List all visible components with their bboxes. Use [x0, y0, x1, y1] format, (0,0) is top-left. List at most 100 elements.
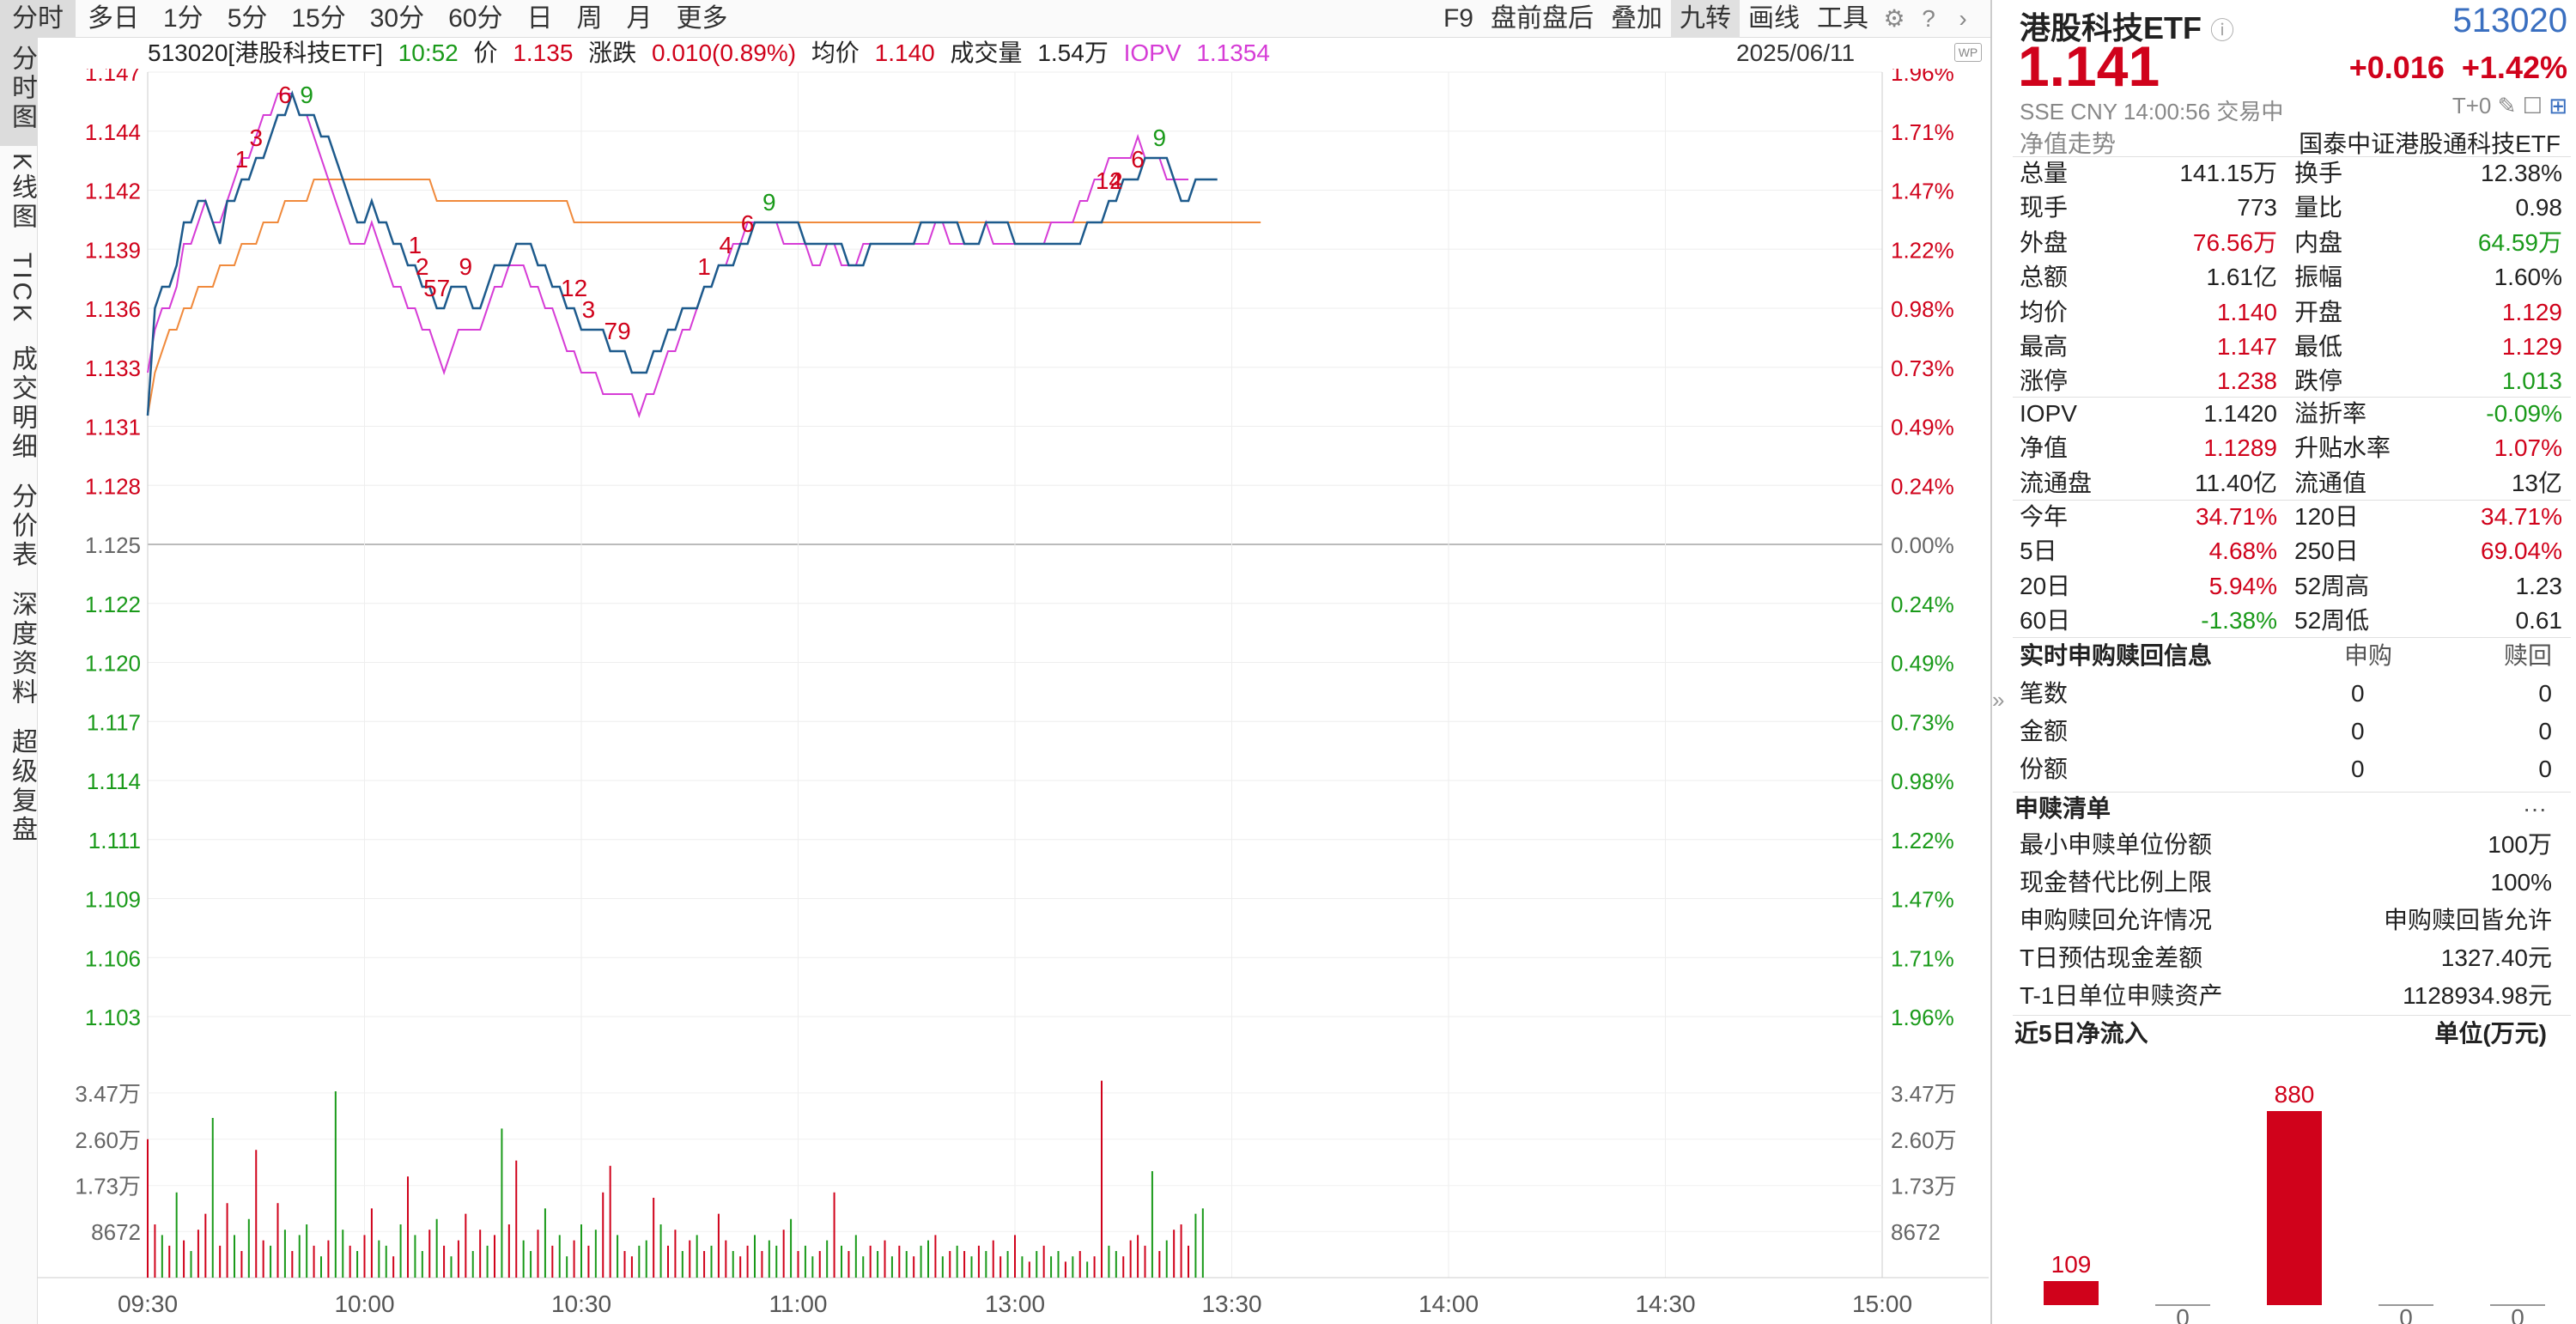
tool-button[interactable]: 九转	[1671, 0, 1740, 38]
td-marker: 12	[561, 275, 587, 301]
quote-label: 60日	[2020, 607, 2071, 635]
info-circle-icon[interactable]: ⓘ	[2210, 17, 2235, 44]
period-tab[interactable]: 日	[526, 4, 553, 33]
quote-row: 20日 5.94% 52周高 1.23	[2020, 569, 2562, 604]
more-icon[interactable]: ···	[2523, 795, 2547, 822]
tool-button[interactable]: F9	[1443, 4, 1473, 33]
period-tab[interactable]: 周	[576, 4, 603, 33]
price-tick: 1.131	[85, 415, 141, 440]
security-code[interactable]: 513020	[2452, 2, 2567, 39]
quote-value: 1.129	[2501, 298, 2562, 325]
redeem-row: 现金替代比例上限 100%	[2020, 864, 2562, 902]
add-icon[interactable]: ⊞	[2549, 93, 2567, 118]
volume-tick: 3.47万	[75, 1081, 141, 1107]
tool-button[interactable]: 叠加	[1611, 4, 1662, 33]
pct-tick: 0.49%	[1891, 651, 1954, 677]
quote-label: 现手	[2020, 194, 2069, 222]
view-tab[interactable]: 分价表	[8, 483, 36, 571]
quote-value: 1.61亿	[2206, 264, 2278, 291]
view-sidebar: 分时图 K线图 TICK 成交明细分价表深度资料超级复盘	[0, 38, 38, 1324]
quote-value: 1.238	[2216, 367, 2277, 395]
period-tab[interactable]: 多日	[88, 4, 139, 33]
period-tab[interactable]: 1分	[163, 4, 204, 33]
period-tab[interactable]: 30分	[369, 4, 425, 33]
quote-value: 1.1289	[2203, 434, 2277, 462]
tool-button[interactable]: 盘前盘后	[1491, 4, 1594, 33]
quote-value: 773	[2237, 194, 2277, 222]
iopv-label: IOPV	[1123, 39, 1182, 66]
quote-label: 流通盘	[2020, 469, 2093, 496]
redeem-value: 申购赎回皆允许	[2383, 907, 2552, 933]
tool-button[interactable]: 工具	[1817, 4, 1868, 33]
quote-label: 开盘	[2294, 298, 2343, 325]
quote-row: 外盘 76.56万 内盘 64.59万	[2020, 226, 2562, 260]
code-name: 513020[港股科技ETF]	[148, 39, 383, 66]
net-flow-header: 近5日净流入 单位(万元)	[2014, 1020, 2547, 1047]
view-tab[interactable]: 超级复盘	[8, 728, 36, 846]
view-tab[interactable]: K线图	[8, 153, 36, 233]
view-tab[interactable]: 深度资料	[8, 591, 36, 708]
redeem-row: T日预估现金差额 1327.40元	[2020, 939, 2562, 977]
td-marker: 9	[762, 189, 776, 216]
volume-tick-right: 2.60万	[1891, 1127, 1957, 1153]
tool-button[interactable]: 画线	[1748, 4, 1800, 33]
pct-tick: 1.96%	[1891, 1005, 1954, 1030]
quote-label: 内盘	[2294, 228, 2343, 256]
quote-label: 总额	[2020, 264, 2069, 291]
edit-icon[interactable]: ✎	[2497, 93, 2517, 118]
wp-icon[interactable]: WP	[1954, 43, 1982, 62]
grid-lines	[38, 71, 1989, 1278]
net-flow-label: 880	[2275, 1081, 2315, 1108]
net-flow-bar	[2267, 1111, 2322, 1305]
subscription-sell: 0	[2538, 756, 2552, 782]
view-tab[interactable]: TICK	[8, 252, 36, 325]
iopv-value: 1.1354	[1196, 39, 1270, 66]
price-line	[146, 90, 1218, 416]
redeem-row: 申购赎回允许情况 申购赎回皆允许	[2020, 902, 2562, 939]
volume-tick-right: 8672	[1891, 1219, 1941, 1245]
gear-icon[interactable]: ⚙	[1883, 5, 1905, 32]
td-marker: 57	[423, 275, 450, 301]
period-tab[interactable]: 60分	[448, 4, 503, 33]
quote-label: 20日	[2020, 572, 2071, 599]
subscription-sell: 0	[2538, 680, 2552, 707]
panel-splitter[interactable]	[1990, 0, 1992, 1324]
pct-tick: 0.49%	[1891, 415, 1954, 440]
period-tab[interactable]: 月	[626, 4, 653, 33]
td-marker: 6	[278, 82, 292, 108]
collapse-arrow-icon[interactable]: »	[1992, 687, 2005, 713]
nav-trend-link[interactable]: 净值走势	[2020, 131, 2117, 157]
redeem-value: 100%	[2490, 869, 2552, 896]
view-tab[interactable]: 成交明细	[8, 345, 36, 463]
price-tick: 1.125	[85, 532, 141, 558]
quote-row: 涨停 1.238 跌停 1.013	[2020, 364, 2562, 398]
period-tab[interactable]: 更多	[676, 4, 728, 33]
subscription-row: 金额 0 0	[2020, 713, 2562, 750]
pct-tick: 0.98%	[1891, 296, 1954, 322]
time-tick: 13:00	[985, 1291, 1045, 1317]
pct-tick: 1.47%	[1891, 887, 1954, 913]
quote-label: 振幅	[2294, 264, 2343, 291]
quote-label: 最低	[2294, 332, 2343, 360]
help-icon[interactable]: ?	[1922, 5, 1935, 32]
period-tab[interactable]: 分时	[0, 0, 76, 38]
price-tick: 1.111	[88, 828, 141, 853]
redeem-label: T-1日单位申赎资产	[2020, 982, 2223, 1009]
pct-tick: 0.73%	[1891, 355, 1954, 381]
pct-tick: 1.71%	[1891, 945, 1954, 971]
subscription-label: 金额	[2020, 718, 2069, 744]
chevron-right-icon[interactable]: ›	[1959, 5, 1967, 32]
view-tab[interactable]: 分时图	[0, 38, 38, 146]
volume-tick: 1.73万	[75, 1174, 141, 1199]
subscription-buy: 0	[2351, 718, 2365, 744]
intraday-chart[interactable]: 1.147 1.96% 1.144 1.71% 1.142 1.47% 1.139 1.22%…	[38, 69, 1989, 1324]
redeem-value: 1128934.98元	[2403, 982, 2552, 1009]
period-tab[interactable]: 5分	[227, 4, 268, 33]
quote-row: 现手 773 量比 0.98	[2020, 191, 2562, 225]
quote-row: 总额 1.61亿 振幅 1.60%	[2020, 260, 2562, 295]
pct-tick: 1.22%	[1891, 237, 1954, 263]
subscription-buy: 0	[2351, 680, 2365, 707]
period-tab[interactable]: 15分	[291, 4, 346, 33]
copy-icon[interactable]: ☐	[2522, 93, 2543, 118]
quote-label: IOPV	[2020, 400, 2077, 427]
